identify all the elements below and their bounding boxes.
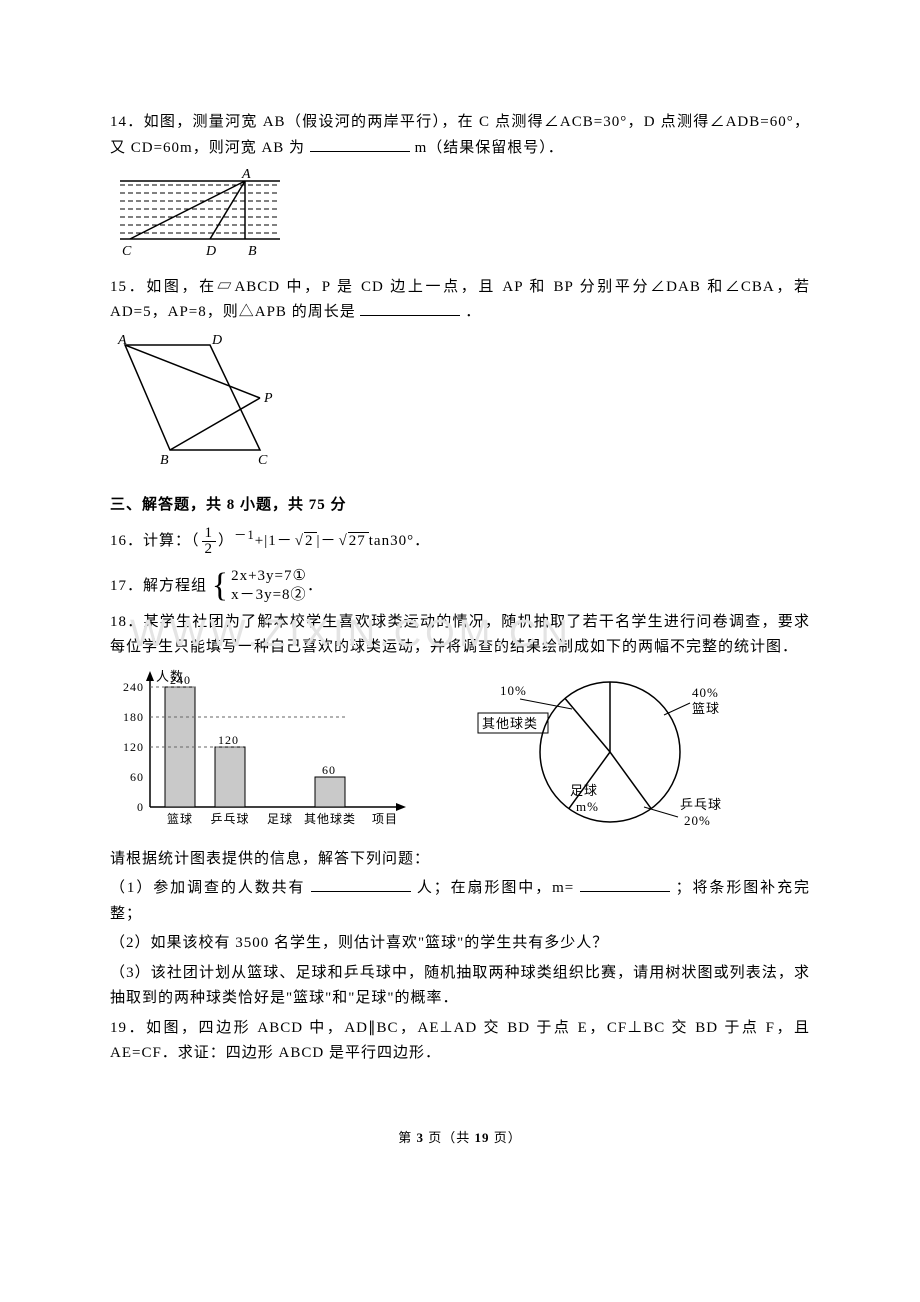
q16-prefix: 16．计算：（ bbox=[110, 533, 200, 549]
svg-text:足球: 足球 bbox=[570, 783, 598, 798]
q14-text-b: m（结果保留根号）． bbox=[415, 140, 564, 156]
q14-blank bbox=[310, 136, 410, 152]
svg-text:120: 120 bbox=[218, 733, 239, 747]
q15-label-A: A bbox=[117, 333, 128, 348]
svg-text:10%: 10% bbox=[500, 683, 527, 698]
q17: 17．解方程组 { 2x+3y=7① x－3y=8② ． bbox=[110, 567, 810, 606]
q17-system: { 2x+3y=7① x－3y=8② bbox=[212, 567, 307, 606]
q14-label-D: D bbox=[205, 244, 217, 259]
q16-sqrt27: 27 bbox=[337, 529, 369, 555]
q18-p1: （1）参加调查的人数共有 人；在扇形图中，m= ；将条形图补充完整； bbox=[110, 876, 810, 927]
svg-text:120: 120 bbox=[123, 740, 144, 754]
q15-label-B: B bbox=[160, 453, 170, 468]
svg-text:其他球类: 其他球类 bbox=[482, 716, 538, 731]
q18-after: 请根据统计图表提供的信息，解答下列问题： bbox=[110, 847, 810, 873]
q14-label-A: A bbox=[241, 167, 252, 182]
svg-text:乒乓球: 乒乓球 bbox=[680, 797, 722, 812]
q19-text: 19．如图，四边形 ABCD 中，AD∥BC，AE⊥AD 交 BD 于点 E，C… bbox=[110, 1016, 810, 1067]
q15-label-D: D bbox=[211, 333, 223, 348]
q17-prefix: 17．解方程组 bbox=[110, 578, 207, 594]
q15-text: 15．如图，在▱ABCD 中，P 是 CD 边上一点，且 AP 和 BP 分别平… bbox=[110, 275, 810, 326]
brace-icon: { bbox=[212, 569, 229, 603]
q15-figure: A D P B C bbox=[110, 330, 810, 480]
q15-label-C: C bbox=[258, 453, 268, 468]
svg-text:240: 240 bbox=[170, 673, 191, 687]
q18-blank-people bbox=[311, 876, 411, 892]
q14-label-B: B bbox=[248, 244, 258, 259]
svg-text:60: 60 bbox=[130, 770, 144, 784]
svg-text:足球: 足球 bbox=[267, 812, 293, 826]
q15-label-P: P bbox=[263, 391, 274, 406]
q18-pie-chart: 40% 篮球 乒乓球 20% 足球 m% 10% 其他球类 bbox=[440, 667, 730, 837]
svg-text:240: 240 bbox=[123, 680, 144, 694]
svg-text:项目: 项目 bbox=[372, 812, 398, 826]
q18-p3: （3）该社团计划从篮球、足球和乒乓球中，随机抽取两种球类组织比赛，请用树状图或列… bbox=[110, 961, 810, 1012]
svg-text:20%: 20% bbox=[684, 813, 711, 828]
q17-line2: x－3y=8② bbox=[231, 587, 306, 603]
q18-bar-chart: 人数 0 60 120 180 240 240 120 60 bbox=[110, 667, 410, 837]
svg-text:180: 180 bbox=[123, 710, 144, 724]
q15-text-b: ． bbox=[465, 304, 481, 320]
q16-sqrt2: 2 bbox=[293, 529, 317, 555]
svg-text:乒乓球: 乒乓球 bbox=[210, 812, 249, 826]
svg-text:60: 60 bbox=[322, 763, 336, 777]
svg-text:0: 0 bbox=[137, 800, 144, 814]
q14-text: 14．如图，测量河宽 AB（假设河的两岸平行），在 C 点测得∠ACB=30°，… bbox=[110, 110, 810, 161]
q17-line1: 2x+3y=7① bbox=[231, 568, 307, 584]
svg-text:其他球类: 其他球类 bbox=[304, 812, 356, 826]
page-footer: 第 3 页（共 19 页） bbox=[110, 1127, 810, 1149]
svg-text:m%: m% bbox=[576, 799, 599, 814]
svg-text:篮球: 篮球 bbox=[692, 701, 720, 716]
svg-text:40%: 40% bbox=[692, 685, 719, 700]
q14-label-C: C bbox=[122, 244, 132, 259]
q16-frac: 12 bbox=[202, 526, 217, 557]
q14-figure: A C D B bbox=[110, 165, 810, 275]
svg-text:篮球: 篮球 bbox=[167, 811, 193, 826]
q18-intro: 18．某学生社团为了解本校学生喜欢球类运动的情况，随机抽取了若干名学生进行问卷调… bbox=[110, 610, 810, 661]
q18-p2: （2）如果该校有 3500 名学生，则估计喜欢"篮球"的学生共有多少人？ bbox=[110, 931, 810, 957]
q16-exp: －1 bbox=[234, 528, 255, 542]
q15-blank bbox=[360, 300, 460, 316]
section-3-heading: 三、解答题，共 8 小题，共 75 分 bbox=[110, 493, 810, 519]
q18-blank-m bbox=[580, 876, 670, 892]
q16: 16．计算：（12）－1+|1－2|－27tan30°． bbox=[110, 525, 810, 557]
